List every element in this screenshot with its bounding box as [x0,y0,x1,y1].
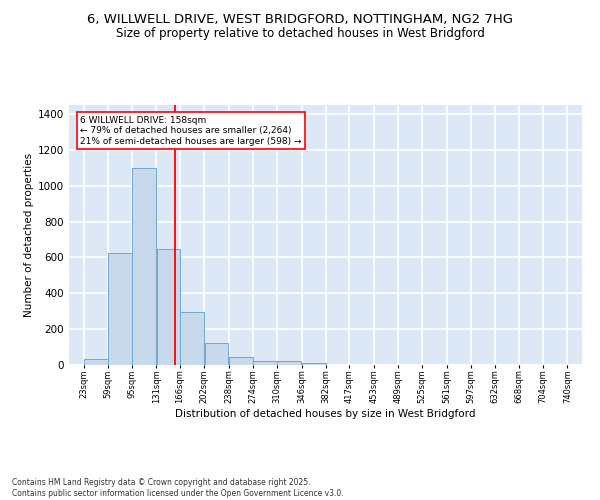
Bar [84,358,108,365]
X-axis label: Distribution of detached houses by size in West Bridgford: Distribution of detached houses by size … [175,408,476,418]
Bar [205,342,229,365]
Bar [108,253,132,365]
Bar [229,357,253,365]
Bar [157,250,180,365]
Bar [277,362,301,365]
Text: Contains HM Land Registry data © Crown copyright and database right 2025.
Contai: Contains HM Land Registry data © Crown c… [12,478,344,498]
Text: 6, WILLWELL DRIVE, WEST BRIDGFORD, NOTTINGHAM, NG2 7HG: 6, WILLWELL DRIVE, WEST BRIDGFORD, NOTTI… [87,12,513,26]
Bar [302,363,326,365]
Text: 6 WILLWELL DRIVE: 158sqm
← 79% of detached houses are smaller (2,264)
21% of sem: 6 WILLWELL DRIVE: 158sqm ← 79% of detach… [80,116,302,146]
Bar [180,312,204,365]
Text: Size of property relative to detached houses in West Bridgford: Size of property relative to detached ho… [116,28,484,40]
Bar [253,360,277,365]
Y-axis label: Number of detached properties: Number of detached properties [24,153,34,317]
Bar [133,168,156,365]
